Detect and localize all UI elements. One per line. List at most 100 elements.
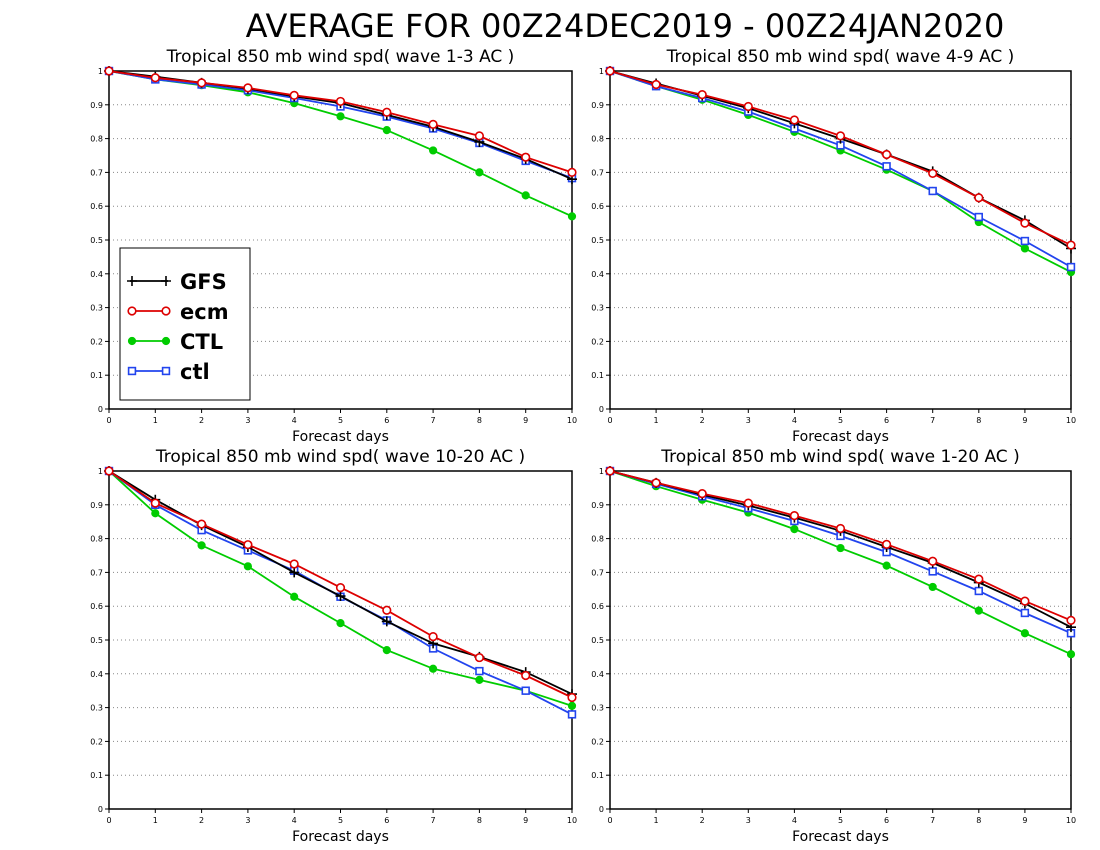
x-tick-label: 0: [607, 816, 612, 825]
x-tick-label: 10: [1066, 416, 1076, 425]
chart-panel-3: Tropical 850 mb wind spd( wave 10-20 AC …: [90, 447, 577, 845]
gridlines: [109, 504, 572, 776]
data-point-CTL: [928, 582, 937, 592]
x-tick-label: 1: [654, 816, 659, 825]
legend-item-GFS: GFS: [127, 270, 227, 294]
y-tick-label: 0.2: [90, 337, 103, 346]
x-tick-label: 1: [654, 416, 659, 425]
x-tick-label: 9: [1022, 416, 1027, 425]
data-point-ecm: [974, 193, 984, 203]
x-axis: 0 1 2 3 4 5 6 7 8 9 10: [106, 809, 577, 825]
x-tick-label: 2: [700, 416, 705, 425]
legend-label: GFS: [180, 270, 227, 294]
legend-marker: [127, 276, 137, 286]
y-tick-label: 0.9: [90, 501, 103, 510]
series-line-GFS: [609, 70, 1072, 250]
data-point-ecm: [974, 574, 984, 584]
panel-title: Tropical 850 mb wind spd( wave 1-3 AC ): [166, 47, 515, 67]
x-tick-label: 10: [567, 416, 577, 425]
data-point-CTL: [243, 562, 252, 571]
data-point-ctl: [928, 186, 937, 196]
series-line-ctl: [609, 70, 1072, 268]
y-tick-label: 1: [599, 467, 604, 476]
y-tick-label: 0.2: [90, 737, 103, 746]
series-ecm: [104, 466, 577, 703]
series-line-CTL: [108, 70, 573, 218]
x-tick-label: 3: [245, 416, 250, 425]
series-line-ecm: [609, 70, 1072, 246]
y-axis: 0 0.1 0.2 0.3 0.4 0.5 0.6 0.7 0.8 0.9 1: [591, 67, 610, 414]
x-tick-label: 6: [884, 416, 889, 425]
data-point-ecm: [928, 168, 938, 179]
legend-label: ecm: [180, 300, 229, 324]
data-point-ecm: [697, 489, 707, 499]
legend-marker: [161, 366, 171, 376]
legend-marker: [127, 336, 137, 346]
series-CTL: [104, 466, 577, 711]
y-tick-label: 0.1: [591, 771, 604, 780]
data-point-ctl: [974, 586, 984, 596]
data-point-CTL: [974, 606, 983, 615]
x-tick-label: 6: [884, 816, 889, 825]
data-point-ecm: [104, 66, 114, 76]
data-point-CTL: [475, 168, 484, 177]
data-point-CTL: [151, 509, 160, 518]
panel-title: Tropical 850 mb wind spd( wave 1-20 AC ): [660, 447, 1019, 467]
data-point-CTL: [567, 212, 577, 221]
x-tick-label: 4: [292, 816, 297, 825]
series-GFS: [104, 66, 577, 185]
data-point-ecm: [289, 90, 299, 100]
y-axis: 0 0.1 0.2 0.3 0.4 0.5 0.6 0.7 0.8 0.9 1: [591, 467, 610, 814]
chart-panel-1: Tropical 850 mb wind spd( wave 1-3 AC ) 0…: [90, 47, 577, 445]
legend-box: [119, 247, 251, 401]
x-tick-label: 4: [792, 416, 797, 425]
data-point-CTL: [429, 146, 438, 155]
y-tick-label: 0.1: [591, 371, 604, 380]
data-point-ecm: [521, 670, 531, 681]
data-point-ecm: [881, 149, 892, 160]
data-point-ecm: [605, 466, 615, 476]
data-point-CTL: [790, 525, 799, 534]
data-point-ecm: [197, 519, 207, 529]
series-line-GFS: [108, 470, 573, 695]
series-line-GFS: [108, 70, 573, 181]
series-CTL: [605, 466, 1076, 659]
data-point-ecm: [1020, 218, 1030, 228]
legend-item-ctl: ctl: [127, 360, 210, 384]
x-tick-label: 0: [106, 416, 111, 425]
data-point-ctl: [974, 212, 984, 222]
data-point-ecm: [835, 523, 846, 534]
series-line-ctl: [108, 70, 573, 179]
x-tick-label: 0: [106, 816, 111, 825]
y-tick-label: 0: [599, 805, 604, 814]
y-tick-label: 0.1: [90, 771, 103, 780]
data-point-ecm: [428, 632, 438, 642]
x-axis: 0 1 2 3 4 5 6 7 8 9 10: [607, 809, 1076, 825]
y-tick-label: 0.8: [90, 135, 103, 144]
x-tick-label: 7: [930, 416, 935, 425]
y-tick-label: 1: [98, 67, 103, 76]
y-tick-label: 0.8: [591, 535, 604, 544]
y-tick-label: 0.9: [90, 101, 103, 110]
data-point-ctl: [928, 567, 937, 576]
x-tick-label: 1: [153, 416, 158, 425]
data-point-ctl: [882, 162, 891, 171]
data-point-ecm: [150, 498, 160, 508]
series-ecm: [104, 66, 577, 177]
y-tick-label: 0.2: [591, 337, 604, 346]
x-axis-label: Forecast days: [792, 429, 889, 445]
data-point-CTL: [290, 592, 299, 601]
data-point-GFS: [381, 616, 392, 627]
series-line-ecm: [108, 70, 573, 174]
data-point-CTL: [429, 664, 438, 673]
y-tick-label: 0.5: [90, 236, 103, 245]
y-tick-label: 0.9: [591, 501, 604, 510]
x-tick-label: 7: [930, 816, 935, 825]
data-point-ecm: [521, 152, 531, 162]
x-tick-label: 5: [338, 416, 343, 425]
y-tick-label: 0.6: [90, 602, 103, 611]
y-tick-label: 1: [98, 467, 103, 476]
data-point-CTL: [382, 126, 391, 135]
y-tick-label: 0.2: [591, 737, 604, 746]
figure-title: AVERAGE FOR 00Z24DEC2019 - 00Z24JAN2020: [246, 7, 1005, 45]
